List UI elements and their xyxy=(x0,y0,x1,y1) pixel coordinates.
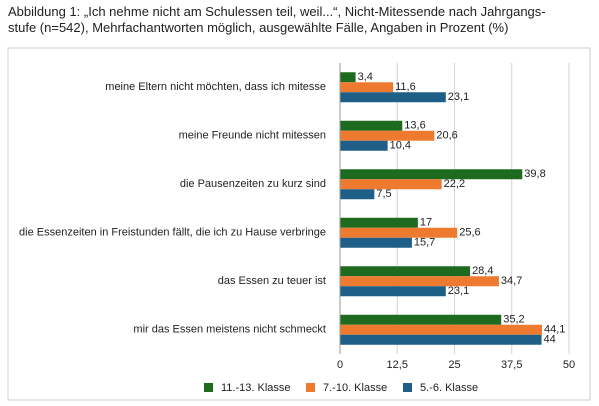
bar xyxy=(340,334,542,345)
value-label: 28,4 xyxy=(472,265,493,277)
legend-label: 5.-6. Klasse xyxy=(420,382,478,394)
bar xyxy=(340,217,418,228)
bar xyxy=(340,92,446,103)
y-tick-label: die Pausenzeiten zu kurz sind xyxy=(180,178,326,190)
value-label: 44,1 xyxy=(544,324,565,336)
value-label: 25,6 xyxy=(459,227,480,239)
bar xyxy=(340,324,542,335)
value-label: 22,2 xyxy=(444,178,465,190)
x-tick-label: 12,5 xyxy=(387,359,408,371)
y-tick-label: die Essenzeiten in Freistunden fällt, di… xyxy=(19,227,326,239)
value-label: 35,2 xyxy=(503,314,524,326)
y-tick-label: das Essen zu teuer ist xyxy=(218,275,326,287)
legend-swatch xyxy=(403,383,412,392)
value-label: 23,1 xyxy=(448,285,469,297)
legend-swatch xyxy=(306,383,315,392)
bar xyxy=(340,237,412,248)
value-label: 20,6 xyxy=(436,130,457,142)
bar xyxy=(340,227,458,238)
y-tick-label: meine Eltern nicht möchten, dass ich mit… xyxy=(105,81,326,93)
value-label: 7,5 xyxy=(376,188,391,200)
value-label: 23,1 xyxy=(448,91,469,103)
bar xyxy=(340,140,388,151)
x-tick-label: 0 xyxy=(337,359,343,371)
bar xyxy=(340,120,403,131)
x-tick-label: 25 xyxy=(448,359,460,371)
value-label: 13,6 xyxy=(404,120,425,132)
y-tick-label: mir das Essen meistens nicht schmeckt xyxy=(133,324,326,336)
legend-label: 11.-13. Klasse xyxy=(221,382,291,394)
legend-swatch xyxy=(204,383,213,392)
title-line: stufe (n=542), Mehrfachantworten möglich… xyxy=(8,20,509,35)
title-line: Abbildung 1: „Ich nehme nicht am Schules… xyxy=(8,4,546,19)
value-label: 34,7 xyxy=(501,275,522,287)
chart-frame xyxy=(7,47,591,401)
value-label: 10,4 xyxy=(390,140,411,152)
value-label: 3,4 xyxy=(358,71,373,83)
x-tick-label: 50 xyxy=(563,359,575,371)
value-label: 17 xyxy=(420,217,432,229)
bar xyxy=(340,189,375,200)
bar xyxy=(340,266,471,277)
chart-title: Abbildung 1: „Ich nehme nicht am Schules… xyxy=(8,4,546,36)
bar xyxy=(340,169,523,180)
y-tick-label: meine Freunde nicht mitessen xyxy=(179,130,326,142)
x-tick-label: 37,5 xyxy=(501,359,522,371)
bar xyxy=(340,179,442,190)
legend-label: 7.-10. Klasse xyxy=(323,382,387,394)
bar xyxy=(340,82,394,93)
bar xyxy=(340,314,502,325)
value-label: 11,6 xyxy=(395,81,416,93)
value-label: 15,7 xyxy=(414,237,435,249)
bar xyxy=(340,72,356,83)
value-label: 39,8 xyxy=(524,168,545,180)
bar xyxy=(340,286,446,297)
bar xyxy=(340,276,499,287)
value-label: 44 xyxy=(544,334,556,346)
bar xyxy=(340,130,435,141)
